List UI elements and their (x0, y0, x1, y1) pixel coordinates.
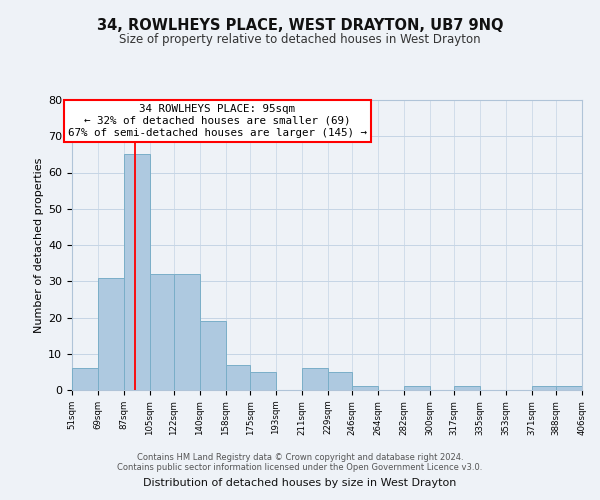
Bar (404, 386, 430, 390)
Text: Size of property relative to detached houses in West Drayton: Size of property relative to detached ho… (119, 32, 481, 46)
Bar (556, 386, 582, 390)
Bar (532, 386, 556, 390)
Bar (72, 368, 98, 390)
Text: Contains public sector information licensed under the Open Government Licence v3: Contains public sector information licen… (118, 464, 482, 472)
Bar (98, 278, 124, 390)
Text: 34, ROWLHEYS PLACE, WEST DRAYTON, UB7 9NQ: 34, ROWLHEYS PLACE, WEST DRAYTON, UB7 9N… (97, 18, 503, 32)
Bar (149, 274, 174, 390)
Bar (302, 368, 328, 390)
Text: 34 ROWLHEYS PLACE: 95sqm
← 32% of detached houses are smaller (69)
67% of semi-d: 34 ROWLHEYS PLACE: 95sqm ← 32% of detach… (68, 104, 367, 138)
Y-axis label: Number of detached properties: Number of detached properties (34, 158, 44, 332)
Bar (454, 386, 480, 390)
Bar (174, 274, 200, 390)
Bar (352, 386, 378, 390)
Bar (328, 372, 352, 390)
Bar (200, 321, 226, 390)
Bar (226, 364, 250, 390)
Bar (250, 372, 276, 390)
Bar (124, 154, 149, 390)
Text: Contains HM Land Registry data © Crown copyright and database right 2024.: Contains HM Land Registry data © Crown c… (137, 454, 463, 462)
Text: Distribution of detached houses by size in West Drayton: Distribution of detached houses by size … (143, 478, 457, 488)
